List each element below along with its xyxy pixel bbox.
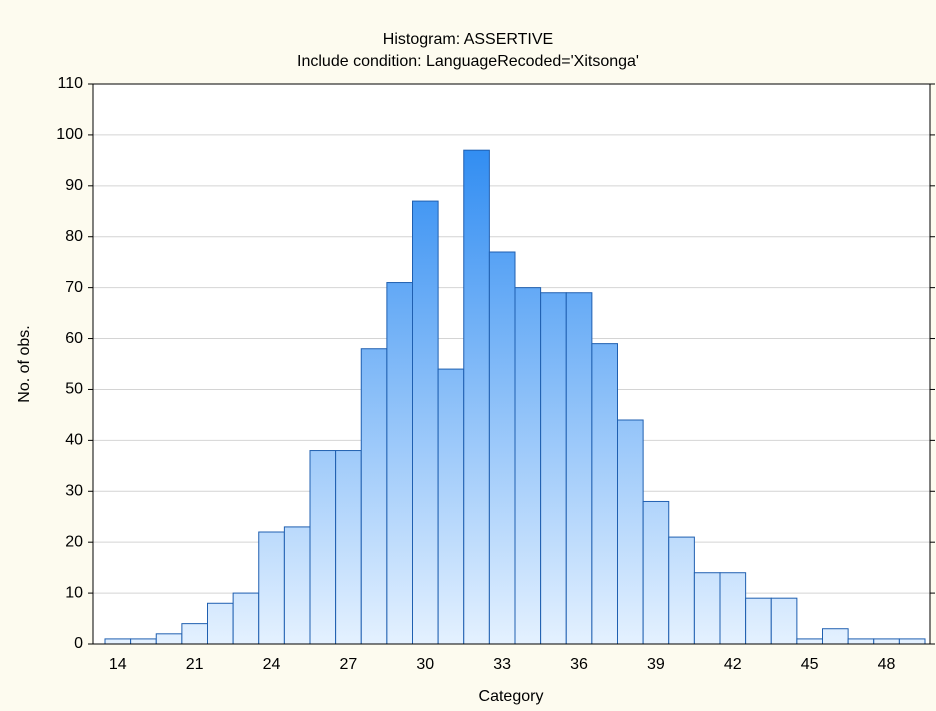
y-tick-label: 0 bbox=[74, 635, 83, 652]
x-tick-label: 33 bbox=[493, 656, 511, 673]
bar bbox=[514, 287, 542, 645]
chart-subtitle: Include condition: LanguageRecoded='Xits… bbox=[297, 53, 639, 70]
bar bbox=[309, 450, 337, 645]
x-tick-label: 48 bbox=[878, 656, 896, 673]
bar bbox=[360, 348, 388, 645]
bar bbox=[540, 292, 567, 645]
x-tick-label: 27 bbox=[340, 656, 358, 673]
bar bbox=[565, 292, 593, 645]
bar bbox=[412, 200, 439, 645]
bars bbox=[104, 149, 926, 645]
bar bbox=[207, 602, 234, 645]
bar bbox=[386, 282, 413, 645]
y-tick-label: 20 bbox=[65, 533, 83, 550]
bar bbox=[283, 526, 311, 645]
bar bbox=[822, 628, 849, 645]
y-tick-label: 80 bbox=[65, 228, 83, 245]
y-tick-label: 50 bbox=[65, 381, 83, 398]
x-tick-label: 42 bbox=[724, 656, 742, 673]
bar bbox=[181, 623, 208, 645]
bar bbox=[488, 251, 516, 645]
y-tick-label: 70 bbox=[65, 279, 83, 296]
chart-title: Histogram: ASSERTIVE bbox=[383, 31, 553, 48]
bar bbox=[130, 638, 157, 645]
bar bbox=[898, 638, 926, 645]
bar bbox=[719, 572, 747, 645]
x-tick-label: 36 bbox=[570, 656, 588, 673]
bar bbox=[232, 592, 260, 645]
x-tick-label: 45 bbox=[801, 656, 819, 673]
bar bbox=[847, 638, 875, 645]
bar bbox=[668, 536, 695, 645]
bar bbox=[617, 419, 644, 645]
bar bbox=[591, 343, 618, 645]
bar bbox=[335, 450, 362, 645]
bar bbox=[155, 633, 183, 645]
bar bbox=[104, 638, 132, 645]
y-tick-label: 110 bbox=[57, 75, 83, 92]
bar bbox=[437, 368, 465, 645]
y-tick-label: 90 bbox=[65, 177, 83, 194]
x-tick-label: 30 bbox=[416, 656, 434, 673]
y-tick-label: 60 bbox=[65, 330, 83, 347]
bar bbox=[745, 597, 772, 645]
bar bbox=[642, 500, 670, 645]
bar bbox=[770, 597, 798, 645]
x-tick-label: 39 bbox=[647, 656, 665, 673]
bar bbox=[693, 572, 721, 645]
bar bbox=[258, 531, 285, 645]
y-axis-label: No. of obs. bbox=[16, 325, 33, 402]
x-tick-label: 21 bbox=[186, 656, 204, 673]
bar bbox=[463, 149, 490, 645]
plot-frame bbox=[92, 83, 931, 645]
x-tick-label: 14 bbox=[109, 656, 127, 673]
bar bbox=[873, 638, 900, 645]
bar bbox=[796, 638, 823, 645]
y-tick-label: 30 bbox=[65, 482, 83, 499]
y-tick-label: 10 bbox=[65, 584, 83, 601]
x-tick-label: 24 bbox=[263, 656, 281, 673]
y-tick-label: 100 bbox=[56, 126, 83, 143]
y-tick-label: 40 bbox=[65, 432, 83, 449]
x-axis-label: Category bbox=[479, 688, 544, 705]
